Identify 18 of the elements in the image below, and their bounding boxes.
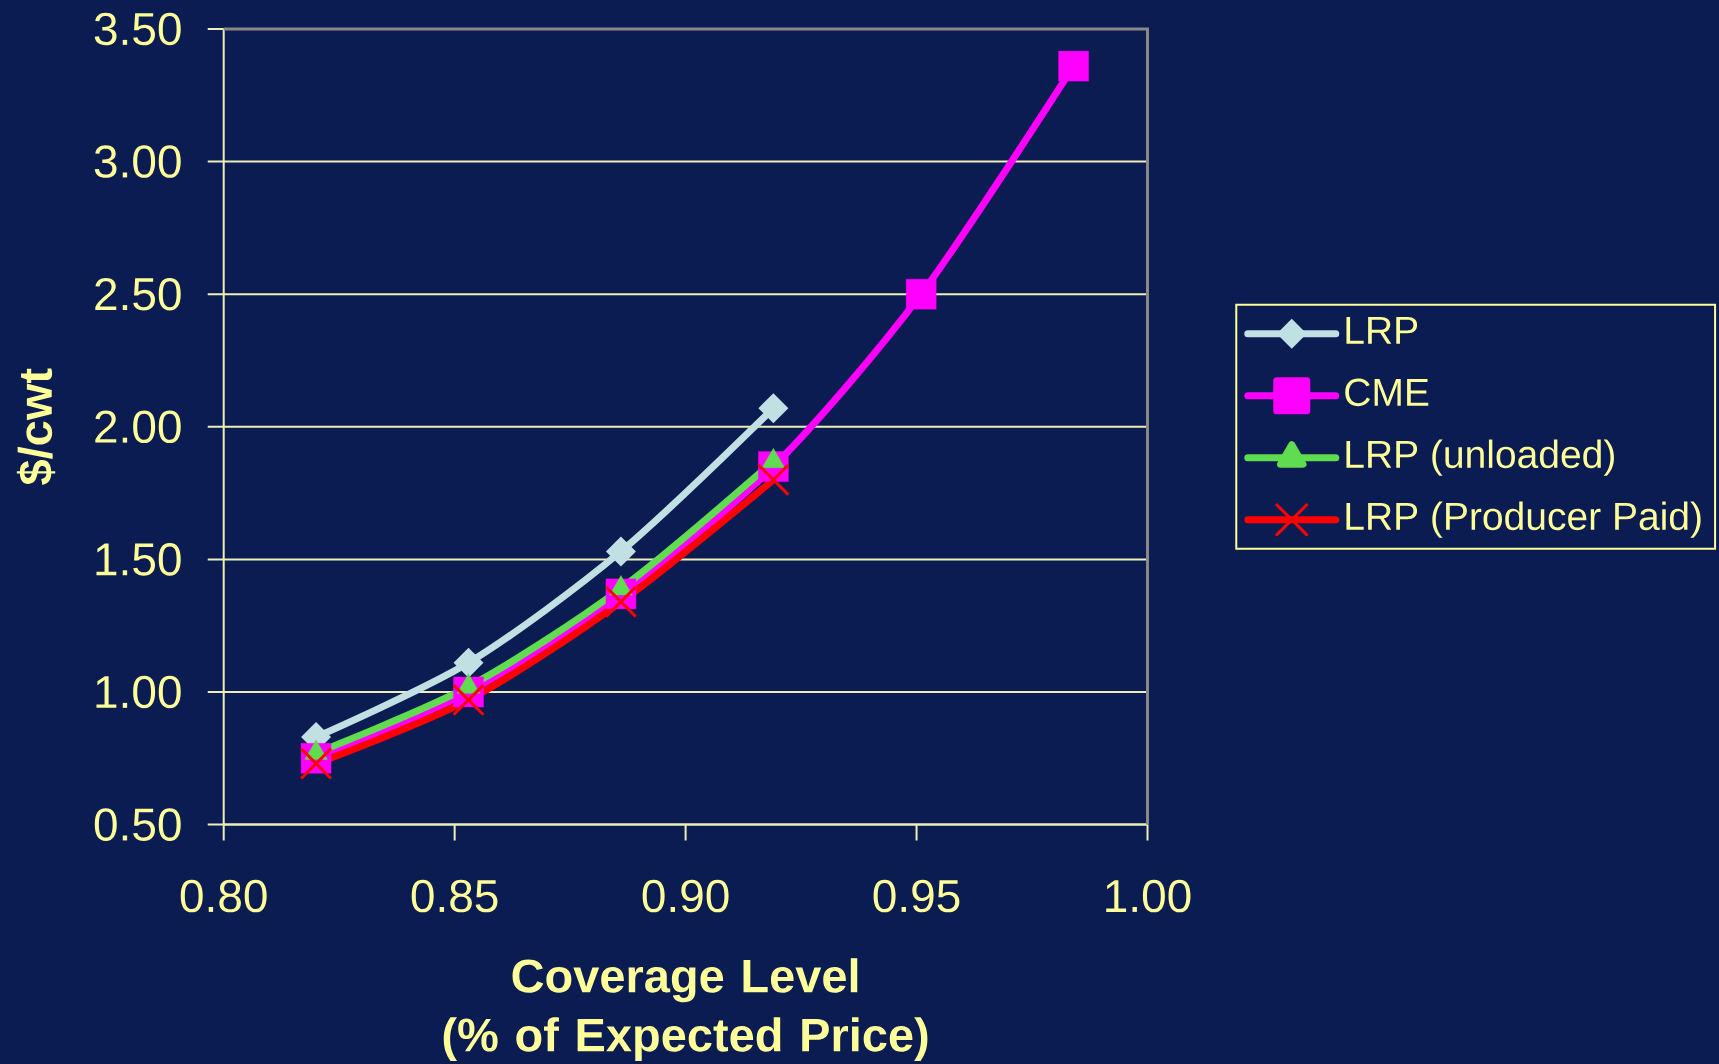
x-axis-title: Coverage Level (% of Expected Price) xyxy=(443,958,928,1061)
y-tick-label: 1.00 xyxy=(96,675,181,709)
y-tick-label: 3.50 xyxy=(94,12,181,46)
y-axis-title: $/cwt xyxy=(16,368,56,485)
y-tick-label: 1.50 xyxy=(96,543,181,576)
y-tick-label: 2.50 xyxy=(95,277,181,311)
x-tick-label: 1.00 xyxy=(1106,879,1191,913)
legend-label: LRP (unloaded) xyxy=(1346,439,1614,476)
x-tick-label: 0.95 xyxy=(873,879,960,913)
legend-label: LRP xyxy=(1346,316,1418,344)
x-tick-label: 0.80 xyxy=(180,879,267,913)
legend-label: LRP (Producer Paid) xyxy=(1346,501,1701,538)
x-tick-label: 0.90 xyxy=(642,879,729,913)
y-tick-label: 2.00 xyxy=(95,410,181,444)
y-tick-label: 3.00 xyxy=(94,145,181,178)
x-tick-label: 0.85 xyxy=(411,879,498,913)
y-tick-label: 0.50 xyxy=(94,808,181,841)
legend-label: CME xyxy=(1345,378,1429,407)
